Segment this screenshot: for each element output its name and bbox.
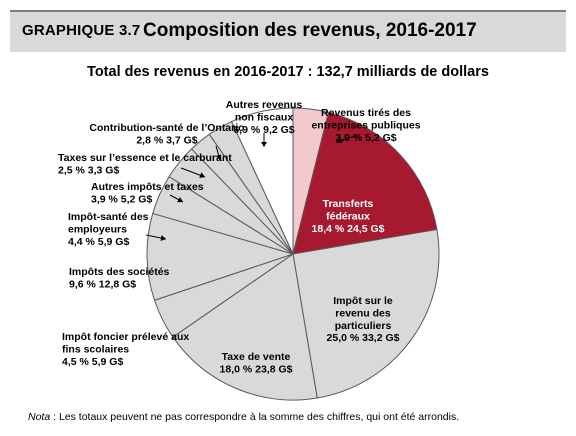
pie-slice-5 bbox=[146, 212, 295, 301]
chart-subtitle: Total des revenus en 2016-2017 : 132,7 m… bbox=[87, 64, 489, 80]
pie-slice-10 bbox=[230, 107, 294, 255]
slice-label-8: Taxes sur l’essence et le carburant 2,5 %… bbox=[58, 152, 232, 176]
slice-label-1: Transferts fédéraux 18,4 % 24,5 G$ bbox=[312, 198, 385, 235]
slice-label-line: Autres impôts et taxes bbox=[91, 181, 204, 193]
slice-label-line: 25,0 % 33,2 G$ bbox=[327, 332, 400, 344]
slice-label-line: 18,0 % 23,8 G$ bbox=[220, 363, 293, 375]
slice-label-line: particuliers bbox=[335, 320, 392, 332]
slice-label-line: employeurs bbox=[68, 223, 127, 235]
slice-label-line: Impôt-santé des bbox=[68, 211, 149, 223]
slice-label-6: Impôt-santé des employeurs 4,4 % 5,9 G$ bbox=[68, 211, 149, 248]
slice-label-line: 3,9 % 5,2 G$ bbox=[335, 132, 396, 144]
slice-label-line: Autres revenus bbox=[226, 99, 303, 111]
slice-label-line: entreprises publiques bbox=[311, 119, 420, 131]
chart-header: GRAPHIQUE 3.7 Composition des revenus, 2… bbox=[10, 10, 566, 52]
slice-label-line: fins scolaires bbox=[62, 343, 129, 355]
leader-arrow-6 bbox=[160, 235, 166, 241]
slice-label-line: 9,6 % 12,8 G$ bbox=[69, 278, 136, 290]
slice-label-line: 4,5 % 5,9 G$ bbox=[62, 356, 123, 368]
leader-arrow-10 bbox=[261, 142, 267, 147]
slice-label-line: Contribution-santé de l’Ontario bbox=[89, 122, 244, 134]
slice-label-line: Taxe de vente bbox=[222, 351, 291, 363]
slice-label-line: 18,4 % 24,5 G$ bbox=[312, 223, 385, 235]
slice-label-10: Autres revenus non fiscaux 6,9 % 9,2 G$ bbox=[226, 99, 303, 136]
leader-arrow-8 bbox=[199, 172, 205, 179]
slice-label-5: Impôts des sociétés 9,6 % 12,8 G$ bbox=[69, 266, 170, 290]
slice-label-line: 2,8 % 3,7 G$ bbox=[136, 134, 197, 146]
slice-label-line: non fiscaux bbox=[235, 111, 294, 123]
slice-label-line: fédéraux bbox=[326, 210, 370, 222]
slice-label-line: Transferts bbox=[323, 198, 374, 210]
slice-label-line: 2,5 % 3,3 G$ bbox=[58, 164, 119, 176]
slice-label-2: Impôt sur le revenu des particuliers 25,0 %… bbox=[327, 295, 400, 344]
slice-label-line: revenu des bbox=[335, 307, 391, 319]
pie-slice-3 bbox=[172, 253, 318, 401]
slice-label-line: Impôts des sociétés bbox=[69, 266, 170, 278]
slice-label-9: Contribution-santé de l’Ontario 2,8 % 3,7… bbox=[89, 122, 244, 146]
slice-label-line: Revenus tirés des bbox=[321, 107, 411, 119]
slice-label-line: 6,9 % 9,2 G$ bbox=[233, 124, 294, 136]
slice-label-0: Revenus tirés des entreprises publiques 3,… bbox=[311, 107, 420, 144]
slice-label-line: 3,9 % 5,2 G$ bbox=[91, 193, 152, 205]
slice-label-7: Autres impôts et taxes 3,9 % 5,2 G$ bbox=[91, 181, 204, 205]
slice-label-line: Taxes sur l’essence et le carburant bbox=[58, 152, 232, 164]
footnote-text: : Les totaux peuvent ne pas correspondre… bbox=[50, 411, 460, 423]
slice-label-line: Impôt sur le bbox=[333, 295, 393, 307]
footnote-prefix: Nota bbox=[28, 411, 51, 423]
chart-number: GRAPHIQUE 3.7 bbox=[22, 22, 141, 39]
pie-slice-1 bbox=[292, 111, 438, 255]
leader-arrow-9 bbox=[215, 154, 222, 160]
slice-label-line: 4,4 % 5,9 G$ bbox=[68, 236, 129, 248]
slice-label-3: Taxe de vente 18,0 % 23,8 G$ bbox=[220, 351, 293, 375]
footnote: Nota : Les totaux peuvent ne pas corresp… bbox=[28, 411, 459, 423]
slice-label-line: Impôt foncier prélevé aux bbox=[62, 331, 189, 343]
chart-title: Composition des revenus, 2016-2017 bbox=[143, 20, 477, 41]
pie-slice-2 bbox=[292, 228, 440, 399]
leader-arrow-0 bbox=[336, 137, 342, 144]
slice-label-4: Impôt foncier prélevé aux fins scolaires 4… bbox=[62, 331, 189, 368]
leader-arrow-7 bbox=[177, 196, 183, 203]
